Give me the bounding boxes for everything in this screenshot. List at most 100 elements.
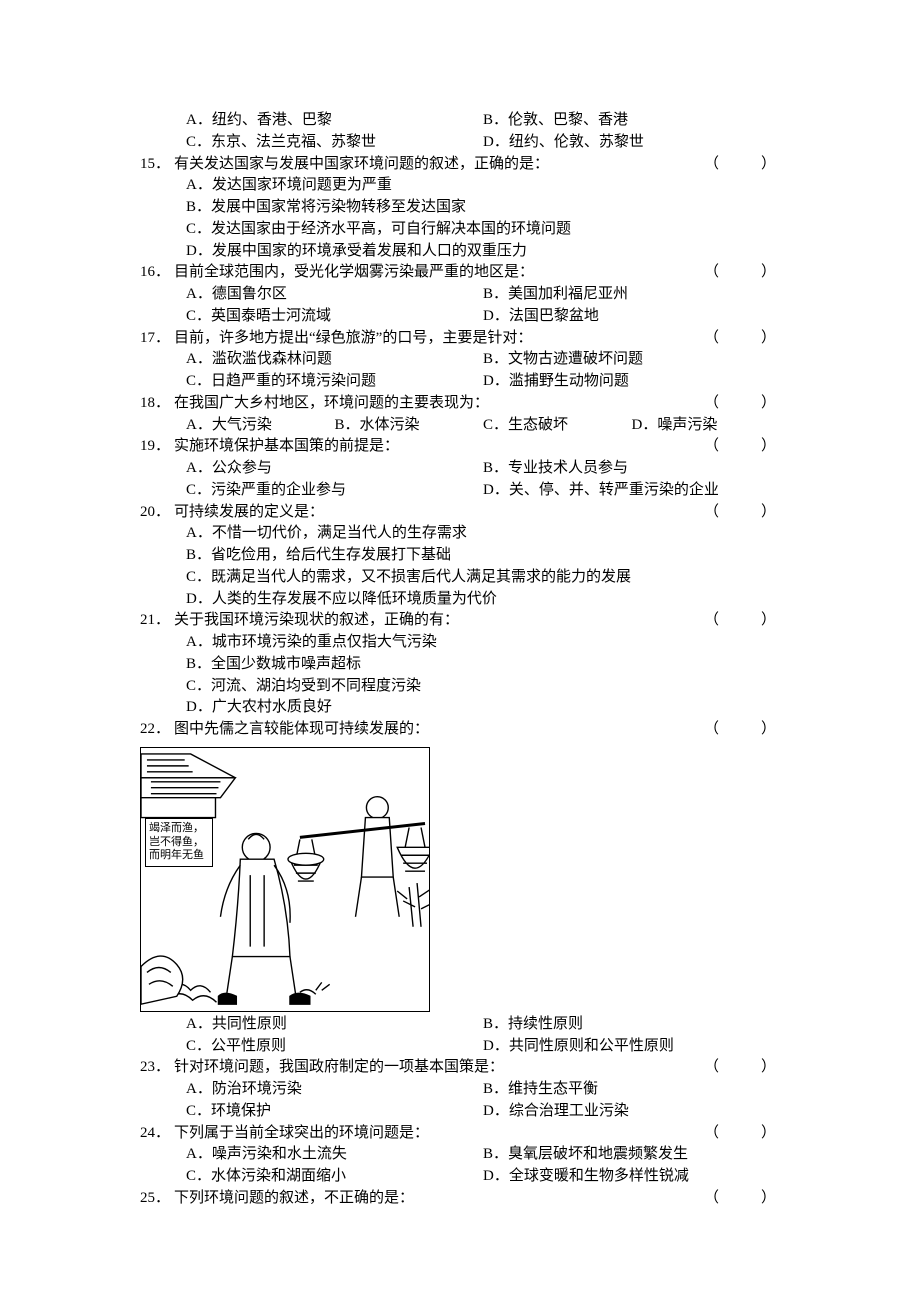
q19-options-row1: A．公众参与 B．专业技术人员参与 <box>140 458 780 480</box>
option-d: D．人类的生存发展不应以降低环境质量为代价 <box>140 589 780 611</box>
option-d: D．全球变暖和生物多样性锐减 <box>483 1166 780 1188</box>
option-d: D．共同性原则和公平性原则 <box>483 1036 780 1058</box>
q23-options-row1: A．防治环境污染 B．维持生态平衡 <box>140 1079 780 1101</box>
answer-blank[interactable]: （ ） <box>686 393 780 415</box>
q24-options-row1: A．噪声污染和水土流失 B．臭氧层破坏和地震频繁发生 <box>140 1144 780 1166</box>
q21-stem: 21． 关于我国环境污染现状的叙述，正确的有： （ ） <box>140 610 780 632</box>
option-c: C．东京、法兰克福、苏黎世 <box>186 132 483 154</box>
q16-stem: 16． 目前全球范围内，受光化学烟雾污染最严重的地区是： （ ） <box>140 262 780 284</box>
option-c: C．水体污染和湖面缩小 <box>186 1166 483 1188</box>
answer-blank[interactable]: （ ） <box>686 1123 780 1145</box>
answer-blank[interactable]: （ ） <box>686 154 780 176</box>
option-b: B．发展中国家常将污染物转移至发达国家 <box>140 197 780 219</box>
option-a: A．发达国家环境问题更为严重 <box>140 175 780 197</box>
q18-options-row: A．大气污染 B．水体污染 C．生态破坏 D．噪声污染 <box>140 415 780 437</box>
option-b: B．文物古迹遭破坏问题 <box>483 349 780 371</box>
answer-blank[interactable]: （ ） <box>686 610 780 632</box>
option-d: D．法国巴黎盆地 <box>483 306 780 328</box>
option-c: C．公平性原则 <box>186 1036 483 1058</box>
q18-stem: 18． 在我国广大乡村地区，环境问题的主要表现为： （ ） <box>140 393 780 415</box>
option-c: C．河流、湖泊均受到不同程度污染 <box>140 676 780 698</box>
q-number: 22． <box>140 719 174 741</box>
q-text: 图中先儒之言较能体现可持续发展的： <box>174 719 686 741</box>
q-number: 20． <box>140 502 174 524</box>
figure-sign: 竭泽而渔， 岂不得鱼， 而明年无鱼 <box>145 818 213 867</box>
answer-blank[interactable]: （ ） <box>686 719 780 741</box>
q22-figure: 竭泽而渔， 岂不得鱼， 而明年无鱼 <box>140 747 430 1012</box>
q-number: 23． <box>140 1057 174 1079</box>
option-c: C．英国泰晤士河流域 <box>186 306 483 328</box>
q-number: 19． <box>140 436 174 458</box>
option-d: D．纽约、伦敦、苏黎世 <box>483 132 780 154</box>
q19-stem: 19． 实施环境保护基本国策的前提是： （ ） <box>140 436 780 458</box>
option-a: A．纽约、香港、巴黎 <box>186 110 483 132</box>
option-a: A．防治环境污染 <box>186 1079 483 1101</box>
q20-stem: 20． 可持续发展的定义是： （ ） <box>140 502 780 524</box>
option-a: A．德国鲁尔区 <box>186 284 483 306</box>
answer-blank[interactable]: （ ） <box>686 436 780 458</box>
option-c: C．既满足当代人的需求，又不损害后代人满足其需求的能力的发展 <box>140 567 780 589</box>
sign-line-1: 竭泽而渔， <box>149 822 209 836</box>
sign-line-3: 而明年无鱼 <box>149 849 209 863</box>
option-a: A．大气污染 <box>186 415 335 437</box>
option-c: C．环境保护 <box>186 1101 483 1123</box>
q-text: 目前，许多地方提出“绿色旅游”的口号，主要是针对： <box>174 328 686 350</box>
q-number: 18． <box>140 393 174 415</box>
option-b: B．全国少数城市噪声超标 <box>140 654 780 676</box>
option-a: A．不惜一切代价，满足当代人的生存需求 <box>140 523 780 545</box>
q16-options-row1: A．德国鲁尔区 B．美国加利福尼亚州 <box>140 284 780 306</box>
option-d: D．发展中国家的环境承受着发展和人口的双重压力 <box>140 241 780 263</box>
q24-stem: 24． 下列属于当前全球突出的环境问题是： （ ） <box>140 1123 780 1145</box>
option-a: A．噪声污染和水土流失 <box>186 1144 483 1166</box>
option-d: D．关、停、并、转严重污染的企业 <box>483 480 780 502</box>
q24-options-row2: C．水体污染和湖面缩小 D．全球变暖和生物多样性锐减 <box>140 1166 780 1188</box>
option-d: D．广大农村水质良好 <box>140 697 780 719</box>
answer-blank[interactable]: （ ） <box>686 328 780 350</box>
q-number: 16． <box>140 262 174 284</box>
q17-options-row2: C．日趋严重的环境污染问题 D．滥捕野生动物问题 <box>140 371 780 393</box>
q17-stem: 17． 目前，许多地方提出“绿色旅游”的口号，主要是针对： （ ） <box>140 328 780 350</box>
q19-options-row2: C．污染严重的企业参与 D．关、停、并、转严重污染的企业 <box>140 480 780 502</box>
answer-blank[interactable]: （ ） <box>686 262 780 284</box>
option-d: D．综合治理工业污染 <box>483 1101 780 1123</box>
q17-options-row1: A．滥砍滥伐森林问题 B．文物古迹遭破坏问题 <box>140 349 780 371</box>
option-b: B．美国加利福尼亚州 <box>483 284 780 306</box>
q-number: 25． <box>140 1188 174 1210</box>
q-number: 17． <box>140 328 174 350</box>
option-b: B．持续性原则 <box>483 1014 780 1036</box>
q25-stem: 25． 下列环境问题的叙述，不正确的是： （ ） <box>140 1188 780 1210</box>
option-c: C．生态破坏 <box>483 415 632 437</box>
sign-line-2: 岂不得鱼， <box>149 836 209 850</box>
q-text: 有关发达国家与发展中国家环境问题的叙述，正确的是： <box>174 154 686 176</box>
q-text: 实施环境保护基本国策的前提是： <box>174 436 686 458</box>
illustration-icon <box>141 748 429 1011</box>
q22-options-row1: A．共同性原则 B．持续性原则 <box>140 1014 780 1036</box>
option-a: A．公众参与 <box>186 458 483 480</box>
q-number: 15． <box>140 154 174 176</box>
option-b: B．省吃俭用，给后代生存发展打下基础 <box>140 545 780 567</box>
q23-stem: 23． 针对环境问题，我国政府制定的一项基本国策是： （ ） <box>140 1057 780 1079</box>
exam-page: A．纽约、香港、巴黎 B．伦敦、巴黎、香港 C．东京、法兰克福、苏黎世 D．纽约… <box>0 0 920 1270</box>
q-text: 关于我国环境污染现状的叙述，正确的有： <box>174 610 686 632</box>
option-b: B．专业技术人员参与 <box>483 458 780 480</box>
q-text: 在我国广大乡村地区，环境问题的主要表现为： <box>174 393 686 415</box>
q-text: 下列属于当前全球突出的环境问题是： <box>174 1123 686 1145</box>
q23-options-row2: C．环境保护 D．综合治理工业污染 <box>140 1101 780 1123</box>
q22-figure-wrap: 竭泽而渔， 岂不得鱼， 而明年无鱼 <box>140 741 780 1014</box>
option-b: B．维持生态平衡 <box>483 1079 780 1101</box>
answer-blank[interactable]: （ ） <box>686 1057 780 1079</box>
option-a: A．滥砍滥伐森林问题 <box>186 349 483 371</box>
q15-stem: 15． 有关发达国家与发展中国家环境问题的叙述，正确的是： （ ） <box>140 154 780 176</box>
option-d: D．滥捕野生动物问题 <box>483 371 780 393</box>
q-text: 目前全球范围内，受光化学烟雾污染最严重的地区是： <box>174 262 686 284</box>
option-a: A．城市环境污染的重点仅指大气污染 <box>140 632 780 654</box>
q14-options-row1: A．纽约、香港、巴黎 B．伦敦、巴黎、香港 <box>140 110 780 132</box>
q-text: 下列环境问题的叙述，不正确的是： <box>174 1188 686 1210</box>
option-a: A．共同性原则 <box>186 1014 483 1036</box>
q14-options-row2: C．东京、法兰克福、苏黎世 D．纽约、伦敦、苏黎世 <box>140 132 780 154</box>
option-d: D．噪声污染 <box>632 415 781 437</box>
answer-blank[interactable]: （ ） <box>686 502 780 524</box>
option-b: B．臭氧层破坏和地震频繁发生 <box>483 1144 780 1166</box>
option-b: B．水体污染 <box>335 415 484 437</box>
answer-blank[interactable]: （ ） <box>686 1188 780 1210</box>
